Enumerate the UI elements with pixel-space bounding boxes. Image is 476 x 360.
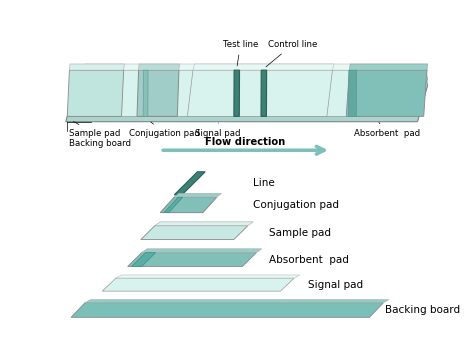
Polygon shape <box>193 64 334 70</box>
Polygon shape <box>81 64 434 70</box>
Polygon shape <box>67 70 124 116</box>
Polygon shape <box>143 70 148 116</box>
Polygon shape <box>102 278 294 291</box>
Text: Flow direction: Flow direction <box>205 137 286 147</box>
Polygon shape <box>69 64 124 70</box>
Polygon shape <box>137 70 179 116</box>
Text: Line: Line <box>253 178 275 188</box>
Polygon shape <box>67 70 430 116</box>
Polygon shape <box>71 303 384 317</box>
Text: Backing board: Backing board <box>385 305 460 315</box>
Polygon shape <box>141 226 248 239</box>
Polygon shape <box>174 193 221 197</box>
Text: Control line: Control line <box>266 40 317 67</box>
Text: Sample pad: Sample pad <box>69 122 120 138</box>
Polygon shape <box>85 300 389 303</box>
Polygon shape <box>346 70 427 116</box>
Text: Signal pad: Signal pad <box>307 280 363 289</box>
Polygon shape <box>261 70 267 116</box>
Text: Backing board: Backing board <box>69 139 131 148</box>
Polygon shape <box>234 70 239 116</box>
Text: Signal pad: Signal pad <box>195 123 241 138</box>
Polygon shape <box>174 172 205 195</box>
Text: Test line: Test line <box>223 40 258 66</box>
Polygon shape <box>155 222 253 226</box>
Polygon shape <box>128 253 257 266</box>
Polygon shape <box>66 69 432 122</box>
Polygon shape <box>131 253 156 266</box>
Text: Absorbent  pad: Absorbent pad <box>354 122 420 138</box>
Polygon shape <box>349 64 428 70</box>
Polygon shape <box>188 70 332 116</box>
Polygon shape <box>116 275 300 278</box>
Polygon shape <box>139 64 179 70</box>
Text: Conjugation pad: Conjugation pad <box>253 200 339 210</box>
Text: Conjugation pad: Conjugation pad <box>129 122 200 138</box>
Polygon shape <box>164 197 183 213</box>
Polygon shape <box>160 197 217 213</box>
Polygon shape <box>348 70 357 116</box>
Text: Absorbent  pad: Absorbent pad <box>269 255 348 265</box>
Text: Sample pad: Sample pad <box>269 228 331 238</box>
Polygon shape <box>142 249 262 253</box>
